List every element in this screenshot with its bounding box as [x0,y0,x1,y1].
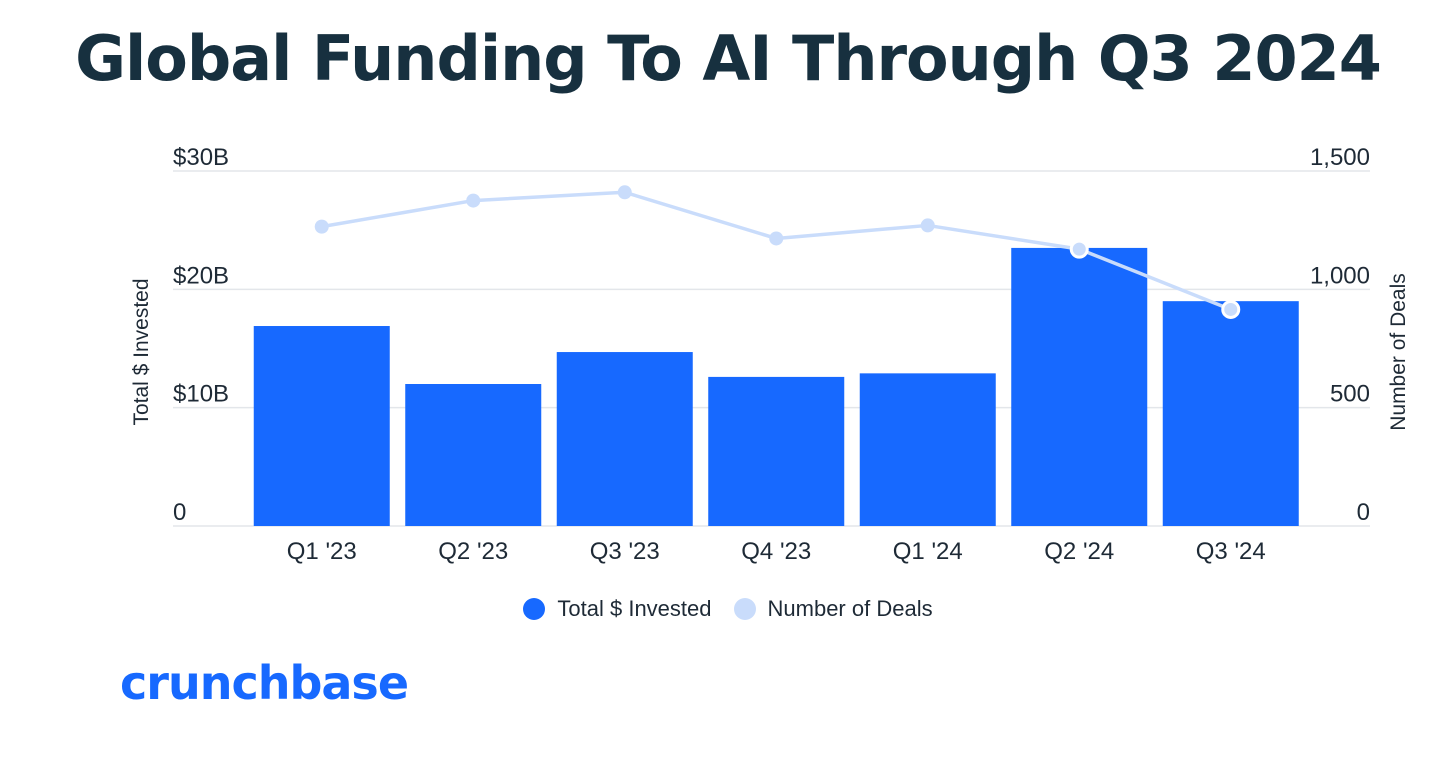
right-axis-label: Number of Deals [1387,273,1410,431]
bar [859,373,996,526]
left-tick-label: $10B [173,381,229,408]
x-tick-label: Q1 '24 [893,538,963,565]
deals-point [314,219,329,234]
x-tick-label: Q4 '23 [741,538,811,565]
x-axis-ticks: Q1 '23 Q2 '23 Q3 '23 Q4 '23 Q1 '24 Q2 '24 Q3 '… [287,538,1266,565]
x-tick-label: Q3 '23 [590,538,660,565]
line-series [314,185,1241,319]
deals-point [1221,299,1241,319]
bar [708,376,845,526]
bar [1162,301,1299,526]
bar [556,352,693,526]
left-tick-label: $30B [173,144,229,171]
legend-swatch-bars [523,598,546,620]
deals-point [1069,239,1089,259]
chart-title: Global Funding To AI Through Q3 2024 [75,22,1382,95]
legend: Total $ Invested Number of Deals [0,596,1456,622]
bar [1011,247,1148,526]
brand-logo[interactable]: crunchbase [120,656,409,710]
legend-label-bars: Total $ Invested [557,596,712,621]
deals-point [617,185,632,200]
x-tick-label: Q2 '23 [438,538,508,565]
legend-item-line[interactable]: Number of Deals [733,596,933,622]
left-tick-label: 0 [173,499,186,526]
right-tick-label: 0 [1357,499,1370,526]
chart-canvas: 0 $10B $20B $30B 0 500 1,000 1,500 Q1 '23 Q2 '2… [130,144,1410,565]
left-axis-label: Total $ Invested [130,278,153,425]
legend-swatch-line [733,598,756,620]
deals-point [466,193,481,208]
legend-label-line: Number of Deals [767,596,933,621]
x-tick-label: Q3 '24 [1196,538,1266,565]
x-tick-label: Q2 '24 [1044,538,1114,565]
right-tick-label: 1,000 [1310,262,1370,289]
right-tick-label: 500 [1330,381,1370,408]
deals-point [769,231,784,246]
bar [405,384,542,526]
right-tick-label: 1,500 [1310,144,1370,171]
deals-point [920,218,935,233]
bar [253,326,390,526]
left-tick-label: $20B [173,262,229,289]
bar-series [253,247,1299,526]
left-axis-ticks: 0 $10B $20B $30B [173,144,229,526]
x-tick-label: Q1 '23 [287,538,357,565]
legend-item-bars[interactable]: Total $ Invested [523,596,712,622]
right-axis-ticks: 0 500 1,000 1,500 [1310,144,1370,526]
